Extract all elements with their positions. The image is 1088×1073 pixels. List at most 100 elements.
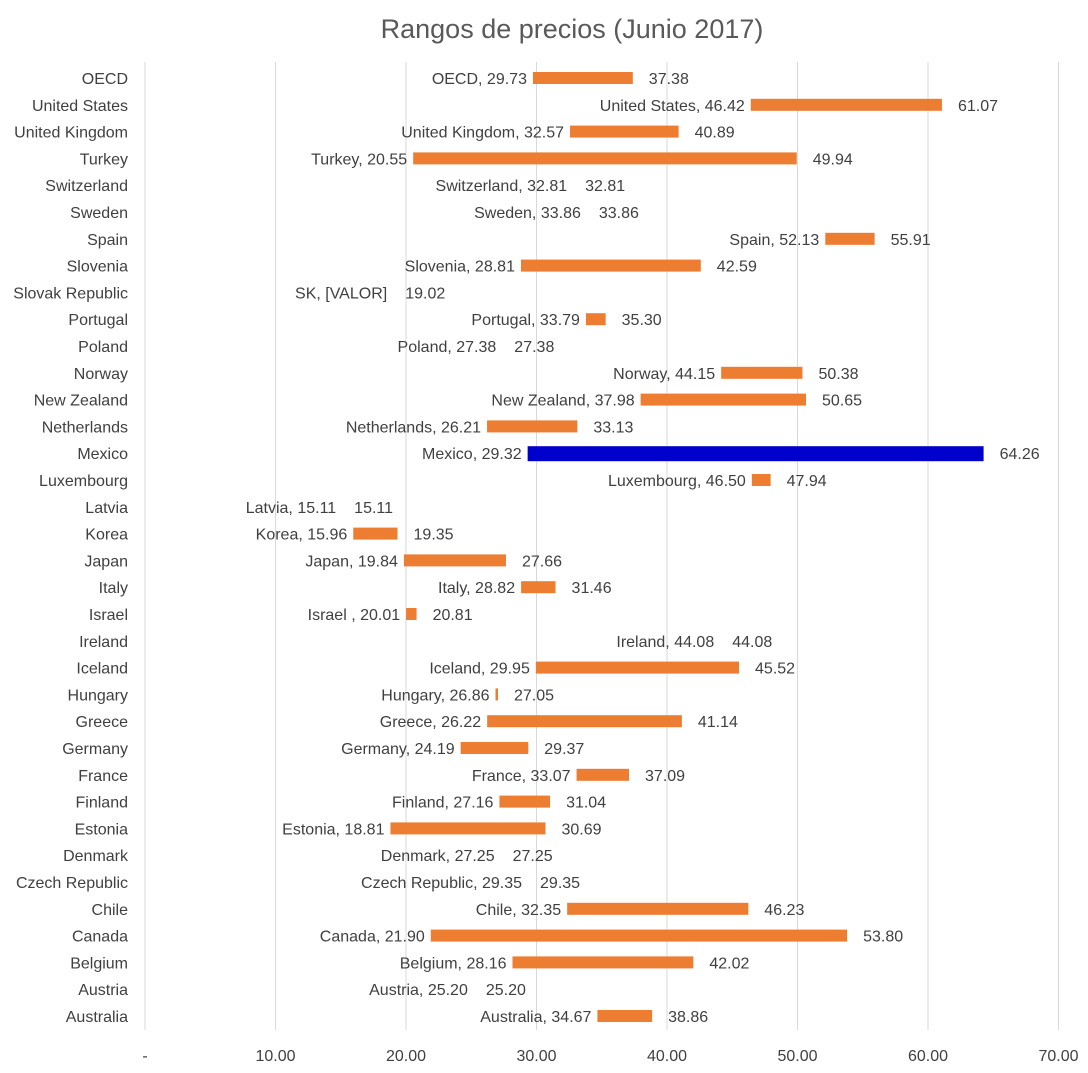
category-label: Portugal: [68, 312, 128, 329]
max-data-label: 19.35: [414, 527, 454, 544]
range-bar: [487, 420, 578, 433]
max-data-label: 61.07: [958, 98, 998, 115]
max-data-label: 25.20: [486, 982, 526, 999]
min-data-label: Iceland, 29.95: [429, 661, 530, 678]
category-label: Australia: [66, 1009, 128, 1026]
range-bar: [535, 661, 740, 674]
x-tick-label: 70.00: [1038, 1048, 1078, 1065]
gridlines: [144, 62, 1059, 1030]
max-data-label: 37.09: [645, 768, 685, 785]
max-data-label: 37.38: [649, 71, 689, 88]
min-data-label: United Kingdom, 32.57: [401, 125, 564, 142]
max-data-label: 44.08: [732, 634, 772, 651]
range-bar: [750, 98, 942, 111]
min-data-label: Norway, 44.15: [613, 366, 715, 383]
x-tick-label: -: [142, 1048, 147, 1065]
category-label: Austria: [78, 982, 128, 999]
category-label: Iceland: [76, 661, 128, 678]
range-bar: [570, 125, 679, 138]
min-data-label: Greece, 26.22: [380, 714, 482, 731]
min-data-label: Netherlands, 26.21: [346, 419, 481, 436]
max-data-label: 42.59: [717, 259, 757, 276]
max-data-label: 31.04: [566, 795, 606, 812]
range-bar: [721, 366, 803, 379]
max-data-label: 38.86: [668, 1009, 708, 1026]
data-labels: OECD, 29.73 37.38 United States, 46.42 61.0…: [246, 71, 1040, 1026]
category-label: Korea: [85, 527, 128, 544]
range-bar: [487, 715, 682, 728]
range-bar: [585, 313, 606, 326]
category-label: Denmark: [63, 848, 129, 865]
min-data-label: Switzerland, 32.81: [436, 178, 568, 195]
min-data-label: Australia, 34.67: [480, 1009, 591, 1026]
max-data-label: 27.05: [514, 687, 554, 704]
min-data-label: Hungary, 26.86: [381, 687, 489, 704]
min-data-label: Germany, 24.19: [341, 741, 455, 758]
category-label: Spain: [87, 232, 128, 249]
max-data-label: 45.52: [755, 661, 795, 678]
x-tick-label: 40.00: [647, 1048, 687, 1065]
category-label: Germany: [62, 741, 128, 758]
category-label: Ireland: [79, 634, 128, 651]
min-data-label: Latvia, 15.11: [246, 500, 337, 517]
range-bar: [521, 581, 556, 594]
category-label: France: [78, 768, 128, 785]
value-axis: - 10.00 20.00 30.00 40.00 50.00 60.00 70.00: [142, 1048, 1078, 1065]
category-label: Norway: [74, 366, 128, 383]
range-bar: [567, 902, 749, 915]
range-bar: [512, 956, 694, 969]
max-data-label: 53.80: [863, 929, 903, 946]
min-data-label: Estonia, 18.81: [282, 821, 384, 838]
category-label: Estonia: [75, 821, 128, 838]
category-label: Italy: [99, 580, 128, 597]
max-data-label: 47.94: [787, 473, 827, 490]
category-label: Luxembourg: [39, 473, 128, 490]
range-bar: [406, 608, 417, 620]
max-data-label: 64.26: [1000, 446, 1040, 463]
max-data-label: 19.02: [405, 285, 445, 302]
range-bar: [403, 554, 506, 567]
range-bar: [390, 822, 546, 835]
min-data-label: Austria, 25.20: [369, 982, 468, 999]
category-label: Finland: [76, 795, 128, 812]
min-data-label: SK, [VALOR]: [295, 285, 387, 302]
max-data-label: 30.69: [562, 821, 602, 838]
min-data-label: Chile, 32.35: [476, 902, 561, 919]
category-axis: OECD United States United Kingdom Turkey Swi…: [13, 71, 129, 1026]
category-label: Greece: [76, 714, 129, 731]
category-label: United States: [32, 98, 128, 115]
range-bar: [413, 152, 797, 165]
category-label: Canada: [72, 929, 128, 946]
max-data-label: 15.11: [354, 500, 393, 517]
min-data-label: Luxembourg, 46.50: [608, 473, 746, 490]
category-label: Czech Republic: [16, 875, 128, 892]
range-bar: [495, 688, 499, 701]
min-data-label: Korea, 15.96: [256, 527, 348, 544]
min-data-label: Belgium, 28.16: [400, 955, 507, 972]
min-data-label: Czech Republic, 29.35: [361, 875, 522, 892]
min-data-label: United States, 46.42: [600, 98, 745, 115]
category-label: Netherlands: [42, 419, 128, 436]
range-bars: [353, 72, 984, 1022]
max-data-label: 27.25: [513, 848, 553, 865]
category-label: Belgium: [70, 955, 128, 972]
min-data-label: Poland, 27.38: [398, 339, 497, 356]
max-data-label: 49.94: [813, 151, 853, 168]
max-data-label: 55.91: [891, 232, 931, 249]
category-label: Switzerland: [45, 178, 128, 195]
chart-title: Rangos de precios (Junio 2017): [380, 14, 764, 44]
x-tick-label: 20.00: [386, 1048, 426, 1065]
category-label: OECD: [82, 71, 128, 88]
max-data-label: 32.81: [585, 178, 625, 195]
min-data-label: Denmark, 27.25: [381, 848, 495, 865]
range-bar: [532, 72, 633, 84]
min-data-label: New Zealand, 37.98: [491, 393, 634, 410]
min-data-label: Finland, 27.16: [392, 795, 494, 812]
range-bar: [825, 232, 875, 245]
max-data-label: 29.37: [544, 741, 584, 758]
category-label: Mexico: [77, 446, 128, 463]
max-data-label: 41.14: [698, 714, 738, 731]
max-data-label: 27.38: [514, 339, 554, 356]
min-data-label: Turkey, 20.55: [311, 151, 407, 168]
min-data-label: Ireland, 44.08: [616, 634, 714, 651]
